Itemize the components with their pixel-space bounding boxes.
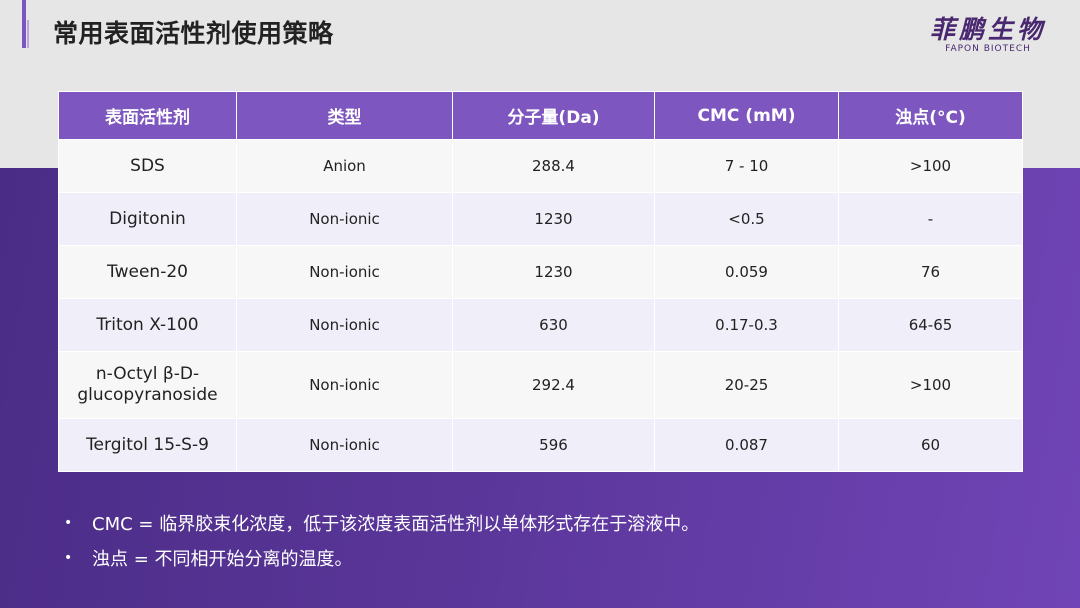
table-row: Tween-20 Non-ionic 1230 0.059 76 bbox=[58, 245, 1023, 299]
cell-cmc: 0.17-0.3 bbox=[654, 298, 839, 352]
cell-cmc: 0.087 bbox=[654, 418, 839, 472]
table-row: Triton X-100 Non-ionic 630 0.17-0.3 64-65 bbox=[58, 298, 1023, 352]
cell-type: Non-ionic bbox=[236, 245, 453, 299]
cell-cmc: <0.5 bbox=[654, 192, 839, 246]
cell-cmc: 0.059 bbox=[654, 245, 839, 299]
note-text: 浊点 = 不同相开始分离的温度。 bbox=[92, 548, 353, 570]
logo-chinese: 菲鹏生物 bbox=[929, 15, 1046, 44]
note-text: CMC = 临界胶束化浓度，低于该浓度表面活性剂以单体形式存在于溶液中。 bbox=[92, 513, 700, 535]
header-molecular-weight: 分子量(Da) bbox=[452, 91, 655, 140]
cell-cloud-point: 60 bbox=[838, 418, 1023, 472]
company-logo: 菲鹏生物 FAPON BIOTECH bbox=[928, 10, 1048, 54]
note-item: • 浊点 = 不同相开始分离的温度。 bbox=[64, 540, 699, 575]
cell-cmc: 20-25 bbox=[654, 351, 839, 419]
table-header-row: 表面活性剂 类型 分子量(Da) CMC (mM) 浊点(°C) bbox=[58, 91, 1023, 140]
header-type: 类型 bbox=[236, 91, 453, 140]
cell-type: Anion bbox=[236, 139, 453, 193]
header-cmc: CMC (mM) bbox=[654, 91, 839, 140]
cell-type: Non-ionic bbox=[236, 192, 453, 246]
table-row: Digitonin Non-ionic 1230 <0.5- bbox=[58, 192, 1023, 246]
cell-cloud-point: 64-65 bbox=[838, 298, 1023, 352]
bullet-icon: • bbox=[64, 514, 73, 531]
cell-molecular-weight: 630 bbox=[452, 298, 655, 352]
notes-list: • CMC = 临界胶束化浓度，低于该浓度表面活性剂以单体形式存在于溶液中。 • 浊… bbox=[64, 505, 699, 575]
cell-molecular-weight: 596 bbox=[452, 418, 655, 472]
table-row: n-Octyl β-D-glucopyranoside Non-ionic 292.… bbox=[58, 351, 1023, 419]
cell-surfactant: SDS bbox=[58, 139, 237, 193]
cell-cloud-point: >100 bbox=[838, 139, 1023, 193]
cell-surfactant: Tween-20 bbox=[58, 245, 237, 299]
cell-cloud-point: 76 bbox=[838, 245, 1023, 299]
bullet-icon: • bbox=[64, 549, 73, 566]
surfactant-table: 表面活性剂 类型 分子量(Da) CMC (mM) 浊点(°C) SDS Anio… bbox=[58, 91, 1023, 472]
cell-type: Non-ionic bbox=[236, 418, 453, 472]
title-accent-bar bbox=[22, 0, 26, 48]
cell-molecular-weight: 288.4 bbox=[452, 139, 655, 193]
cell-molecular-weight: 1230 bbox=[452, 245, 655, 299]
header-cloud-point: 浊点(°C) bbox=[838, 91, 1023, 140]
table-row: Tergitol 15-S-9 Non-ionic 596 0.087 60 bbox=[58, 418, 1023, 472]
logo-english: FAPON BIOTECH bbox=[945, 44, 1031, 54]
cell-surfactant: Triton X-100 bbox=[58, 298, 237, 352]
header-surfactant: 表面活性剂 bbox=[58, 91, 237, 140]
cell-cmc: 7 - 10 bbox=[654, 139, 839, 193]
note-item: • CMC = 临界胶束化浓度，低于该浓度表面活性剂以单体形式存在于溶液中。 bbox=[64, 505, 699, 540]
title-accent-bar-light bbox=[27, 20, 29, 48]
cell-surfactant: Tergitol 15-S-9 bbox=[58, 418, 237, 472]
cell-cloud-point: >100 bbox=[838, 351, 1023, 419]
page-title: 常用表面活性剂使用策略 bbox=[53, 19, 334, 48]
cell-molecular-weight: 292.4 bbox=[452, 351, 655, 419]
cell-molecular-weight: 1230 bbox=[452, 192, 655, 246]
table-row: SDS Anion 288.4 7 - 10 >100 bbox=[58, 139, 1023, 193]
cell-type: Non-ionic bbox=[236, 351, 453, 419]
cell-type: Non-ionic bbox=[236, 298, 453, 352]
cell-cloud-point: - bbox=[838, 192, 1023, 246]
cell-surfactant: Digitonin bbox=[58, 192, 237, 246]
cell-surfactant: n-Octyl β-D-glucopyranoside bbox=[58, 351, 237, 419]
